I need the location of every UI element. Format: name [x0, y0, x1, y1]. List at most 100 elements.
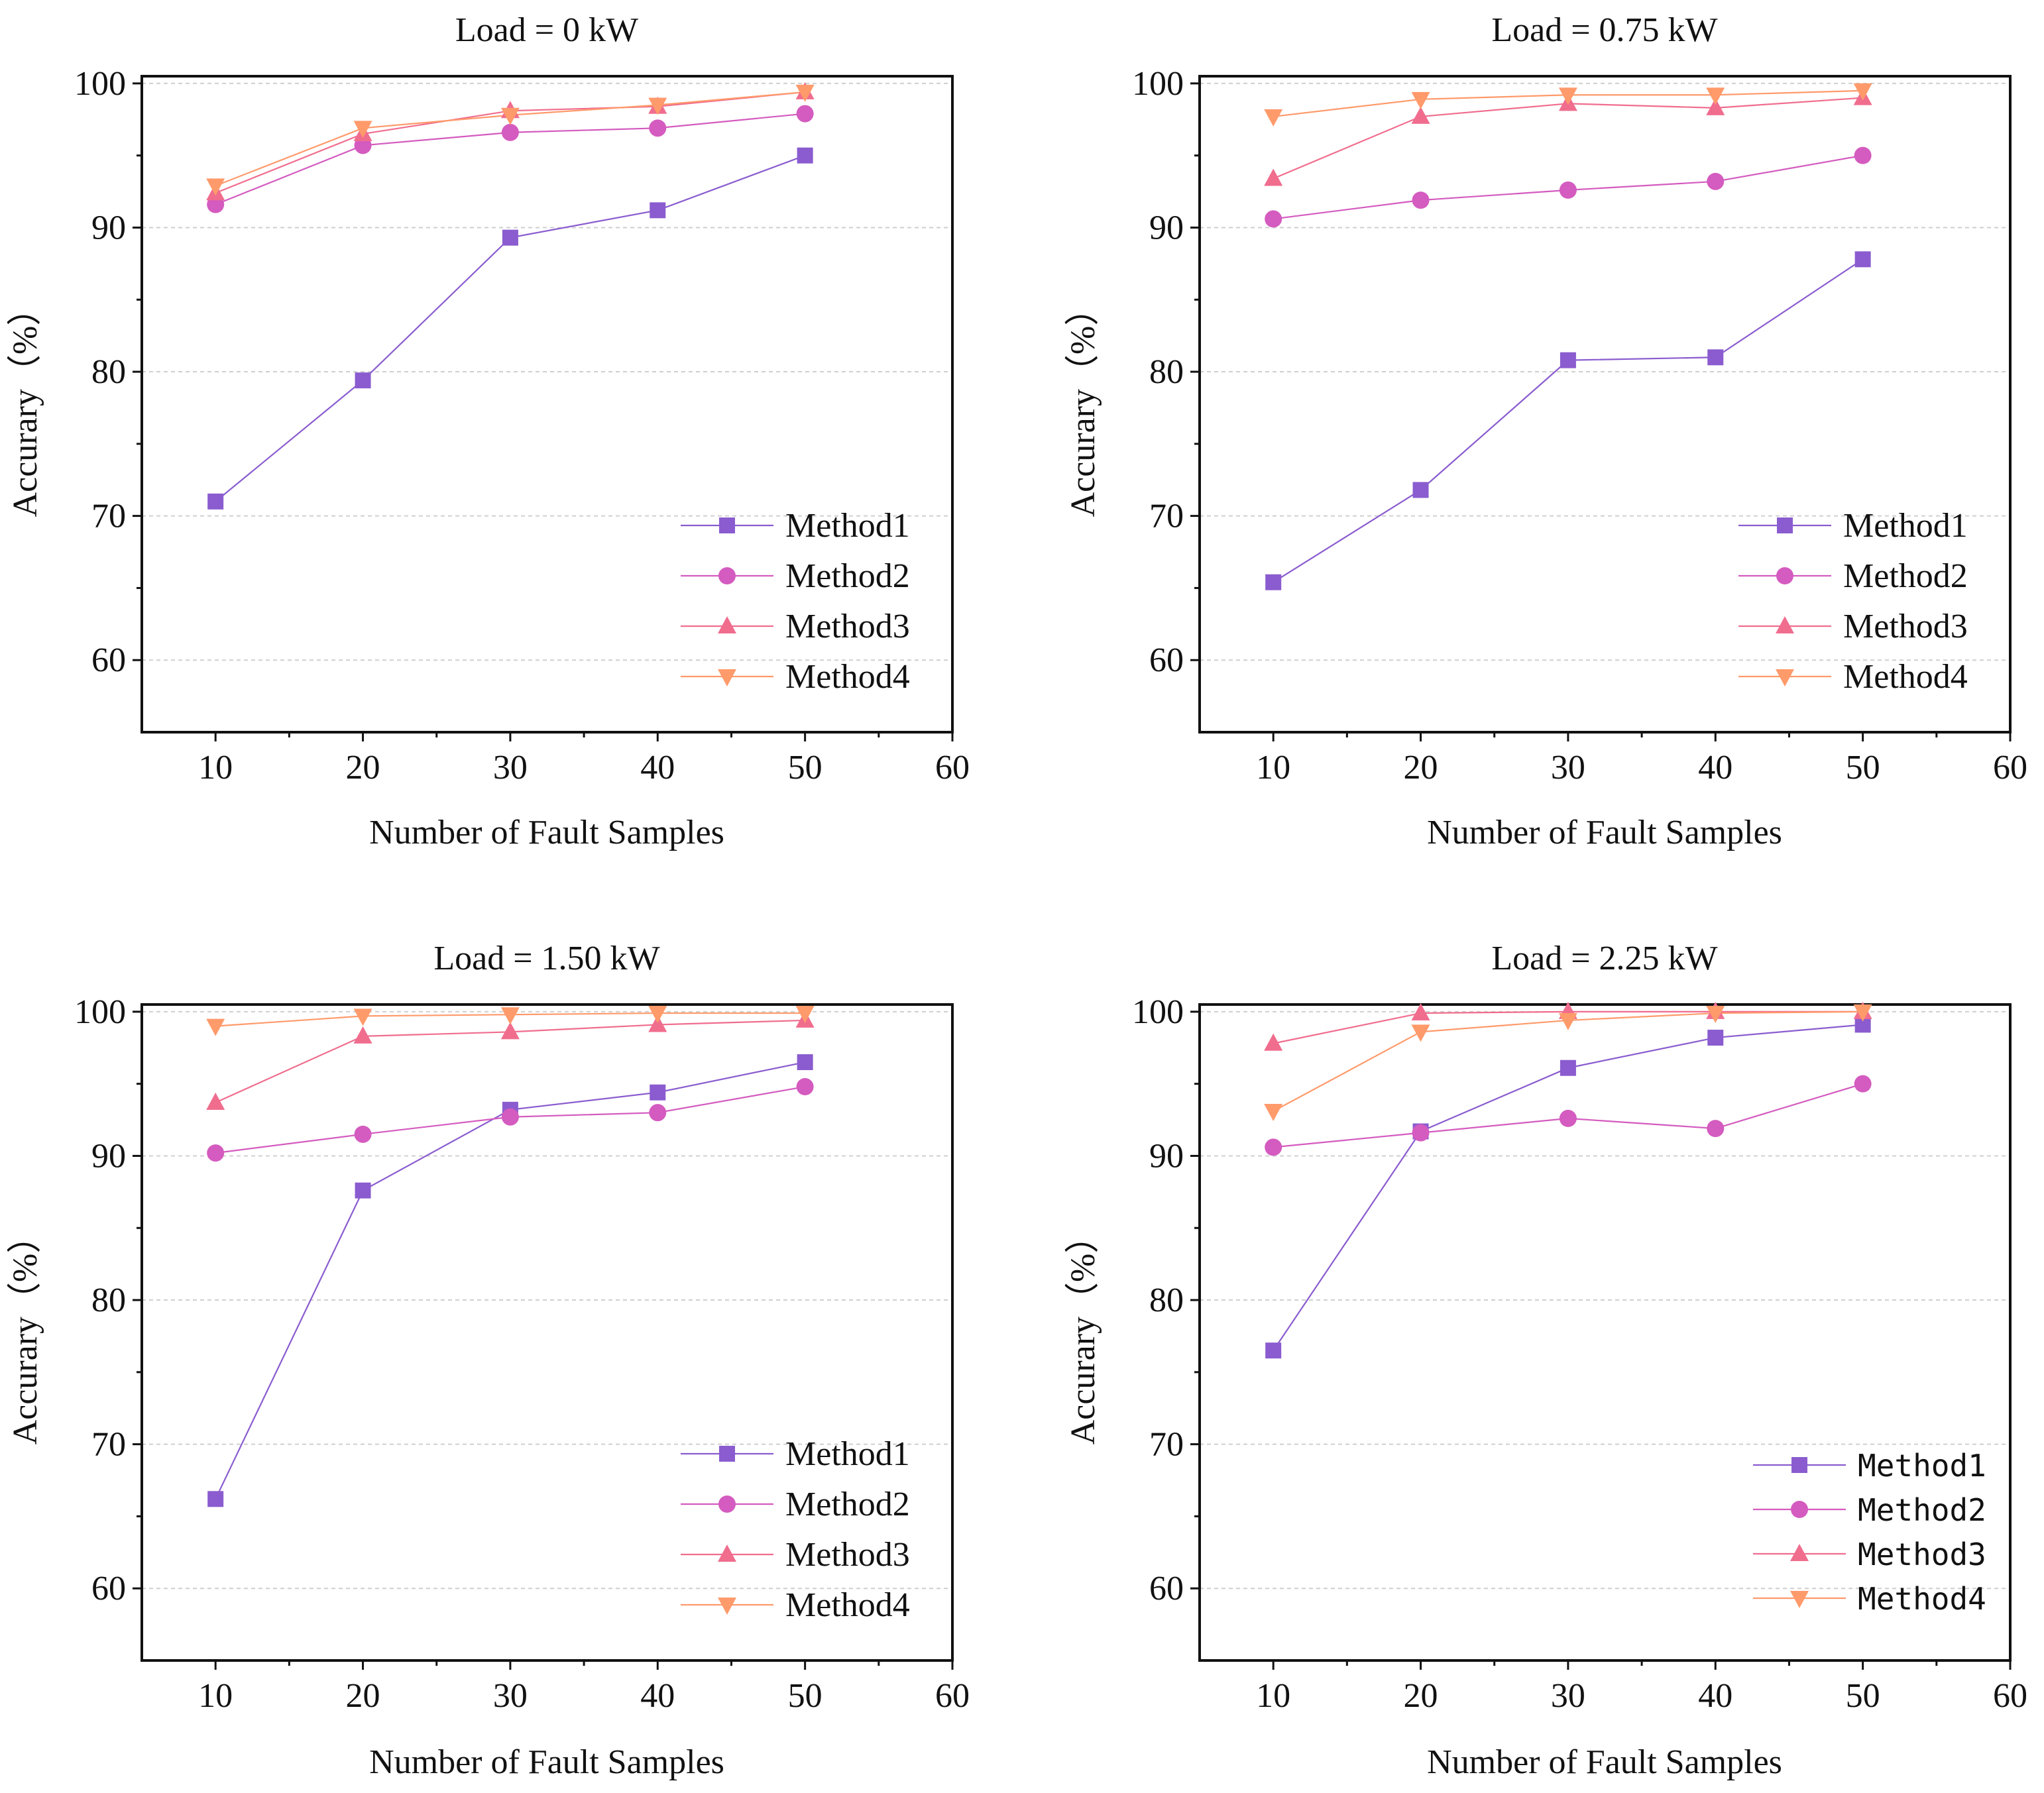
- legend-marker-method2: [1791, 1501, 1808, 1518]
- x-tick-label: 40: [1698, 1677, 1732, 1715]
- data-point-method4: [1558, 87, 1577, 105]
- legend-label: Method1: [1843, 507, 1968, 545]
- legend-label: Method1: [785, 507, 910, 545]
- legend-label: Method2: [1843, 557, 1968, 595]
- y-tick-label: 60: [91, 1570, 126, 1607]
- x-axis-label: Number of Fault Samples: [369, 814, 724, 851]
- x-tick-label: 50: [1846, 749, 1880, 787]
- legend-label: Method3: [1843, 608, 1968, 645]
- data-point-method4: [353, 1008, 372, 1026]
- data-point-method1: [1560, 1060, 1576, 1076]
- legend: Method1 Method2 Method3 Method4: [1753, 1448, 1986, 1617]
- x-tick-label: 10: [198, 749, 233, 787]
- chart-title: Load = 2.25 kW: [1491, 940, 1717, 977]
- plot-frame: [141, 75, 954, 734]
- legend-marker-method4: [1790, 1591, 1809, 1608]
- x-tick-label: 10: [1256, 1677, 1290, 1715]
- data-point-method4: [1264, 1104, 1283, 1122]
- legend-marker-method4: [718, 669, 736, 686]
- data-point-method2: [649, 1104, 667, 1122]
- y-tick-label: 100: [1132, 993, 1184, 1031]
- x-tick-label: 40: [640, 749, 675, 787]
- data-point-method3: [353, 1026, 372, 1044]
- legend-label: Method4: [785, 1586, 910, 1624]
- y-tick-label: 90: [1149, 209, 1184, 246]
- data-point-method2: [354, 1125, 372, 1143]
- data-point-method1: [1412, 482, 1429, 498]
- data-point-method1: [1265, 1342, 1282, 1359]
- legend-label: Method3: [1858, 1537, 1986, 1572]
- data-point-method2: [1707, 172, 1725, 190]
- legend-marker-method2: [718, 1495, 736, 1513]
- data-point-method2: [796, 105, 814, 123]
- plot-frame: [1198, 1003, 2012, 1662]
- data-point-method1: [207, 1491, 224, 1507]
- x-tick-label: 20: [346, 749, 380, 787]
- data-point-method4: [353, 121, 372, 138]
- data-point-method1: [797, 1054, 813, 1071]
- legend-marker-method4: [718, 1598, 736, 1615]
- y-tick-label: 90: [91, 209, 126, 246]
- data-point-method4: [206, 1018, 225, 1036]
- x-tick-label: 60: [935, 749, 970, 787]
- data-point-method4: [648, 1006, 667, 1024]
- data-point-method1: [797, 147, 813, 164]
- x-tick-label: 50: [788, 749, 823, 787]
- y-tick-label: 80: [1149, 1281, 1184, 1319]
- y-tick-label: 100: [74, 993, 126, 1031]
- data-point-method3: [1264, 168, 1283, 186]
- y-tick-label: 60: [1149, 641, 1184, 679]
- y-tick-label: 60: [1149, 1570, 1184, 1607]
- x-tick-label: 20: [1404, 1677, 1438, 1715]
- data-point-method1: [650, 202, 666, 219]
- data-point-method1: [1560, 352, 1576, 368]
- data-point-method2: [1559, 181, 1577, 199]
- data-point-method4: [1264, 109, 1283, 127]
- data-point-method2: [1265, 210, 1282, 228]
- x-axis-label: Number of Fault Samples: [1427, 814, 1782, 851]
- data-point-method2: [1559, 1109, 1577, 1127]
- data-point-method4: [795, 84, 815, 102]
- legend-marker-method4: [1776, 669, 1794, 686]
- legend: Method1 Method2 Method3 Method4: [1738, 507, 1968, 696]
- x-tick-label: 10: [1256, 749, 1290, 787]
- y-tick-label: 70: [91, 498, 126, 535]
- data-point-method4: [1558, 1012, 1577, 1030]
- series-line-method1: [1273, 258, 1864, 583]
- legend-marker-method3: [1776, 616, 1794, 633]
- chart-panel-3: 60 70 80 90 100 10 20 30 40 50 60 Load = 1.50 kW Num…: [7, 940, 970, 1781]
- data-point-method4: [648, 97, 667, 115]
- x-axis-label: Number of Fault Samples: [1427, 1743, 1782, 1781]
- chart-title: Load = 0.75 kW: [1491, 11, 1717, 49]
- data-point-method2: [796, 1078, 814, 1096]
- data-point-method2: [1412, 191, 1430, 209]
- data-point-method2: [1707, 1120, 1725, 1138]
- data-point-method4: [500, 107, 520, 125]
- legend-label: Method2: [785, 557, 910, 595]
- y-axis-label: Accurary（%）: [1064, 1219, 1102, 1445]
- data-point-method4: [1853, 1004, 1872, 1022]
- data-point-method4: [500, 1007, 520, 1025]
- y-axis-label: Accurary（%）: [7, 1219, 44, 1445]
- legend-marker-method1: [719, 517, 735, 533]
- data-point-method4: [1411, 1024, 1430, 1042]
- y-tick-label: 80: [1149, 353, 1184, 391]
- data-point-method4: [795, 1006, 815, 1024]
- legend-marker-method2: [1776, 567, 1793, 584]
- data-point-method2: [649, 119, 667, 137]
- x-tick-label: 20: [346, 1677, 380, 1715]
- data-point-method3: [648, 1014, 667, 1032]
- x-tick-label: 40: [640, 1677, 675, 1715]
- data-point-method1: [1854, 251, 1871, 268]
- chart-panel-2: 60 70 80 90 100 10 20 30 40 50 60 Load = 0.75 kW Num…: [1064, 11, 2027, 851]
- data-point-method3: [500, 1022, 520, 1040]
- data-point-method2: [501, 1108, 519, 1126]
- legend-marker-method2: [718, 567, 736, 584]
- data-point-method1: [502, 229, 518, 246]
- x-tick-label: 30: [493, 749, 528, 787]
- chart-panel-1: 60 70 80 90 100 10 20 30 40 50 60 Load = 0 kW Number…: [7, 11, 970, 851]
- legend-marker-method1: [1791, 1457, 1807, 1473]
- series-line-method1: [215, 154, 806, 502]
- data-point-method3: [1706, 97, 1725, 115]
